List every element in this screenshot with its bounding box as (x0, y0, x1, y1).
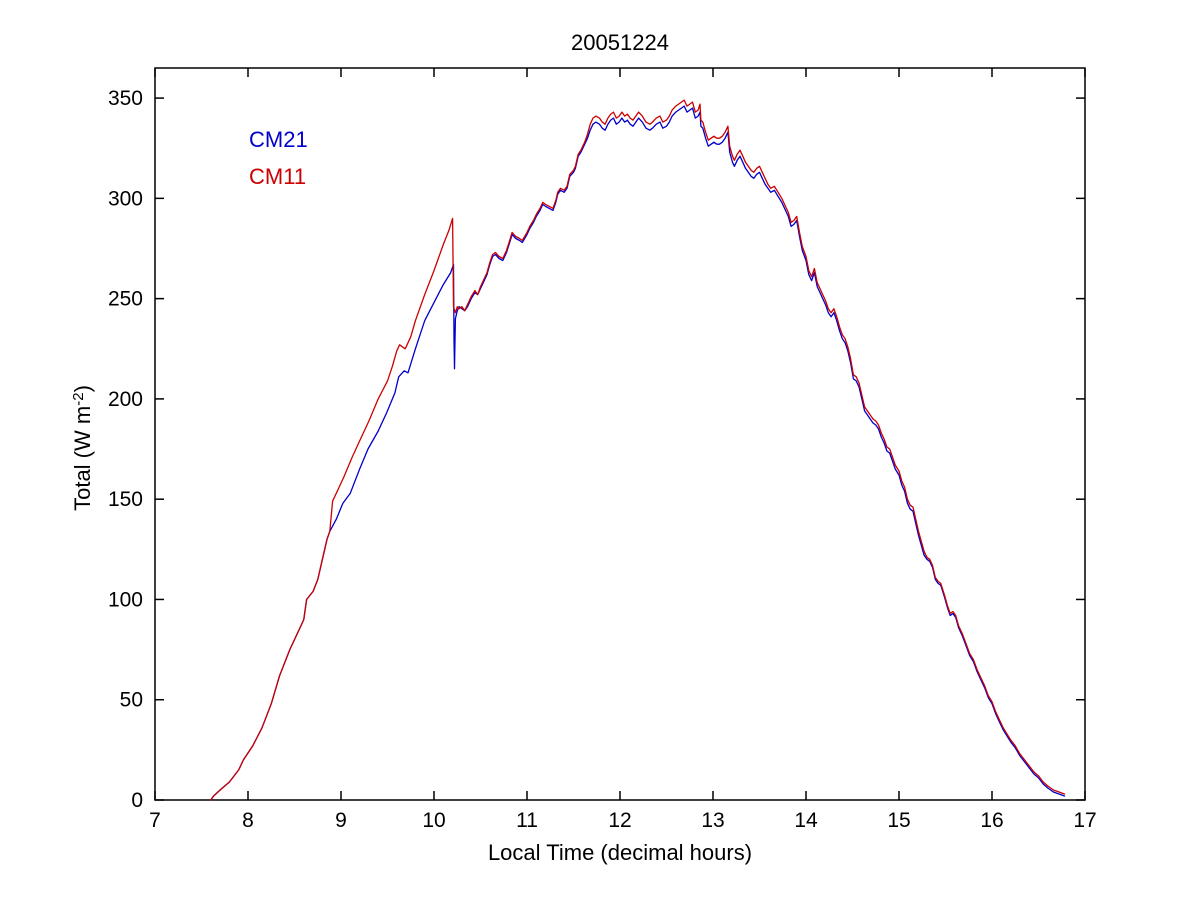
x-tick-label: 15 (887, 809, 910, 832)
x-tick-label: 16 (980, 809, 1003, 832)
series-line-cm21 (210, 105, 1066, 801)
x-tick-label: 14 (794, 809, 818, 832)
chart-title: 20051224 (571, 30, 669, 55)
series-line-cm11 (210, 99, 1066, 801)
y-tick-label: 250 (108, 288, 143, 311)
y-tick-label: 100 (108, 588, 143, 611)
x-tick-label: 17 (1073, 809, 1096, 832)
y-axis-label-main: Total (W m (70, 405, 95, 511)
axes-layer (154, 67, 1086, 801)
x-tick-label: 7 (149, 809, 161, 832)
y-tick-label: 150 (108, 488, 143, 511)
x-tick-label: 13 (701, 809, 724, 832)
y-tick-label: 50 (120, 689, 143, 712)
y-tick-label: 200 (108, 388, 143, 411)
y-axis-label-close: ) (70, 385, 95, 393)
x-tick-label: 10 (422, 809, 445, 832)
x-tick-label: 9 (335, 809, 347, 832)
legend-entry-cm21: CM21 (249, 127, 308, 152)
legend-entry-cm11: CM11 (249, 164, 307, 189)
y-tick-label: 0 (131, 789, 143, 812)
x-axis-label: Local Time (decimal hours) (487, 840, 753, 865)
y-axis-label: Total (W m-2) (70, 385, 96, 511)
series-layer (210, 99, 1066, 801)
y-axis-label-exponent: -2 (70, 392, 87, 406)
x-tick-label: 12 (608, 809, 631, 832)
x-tick-label: 11 (516, 809, 538, 832)
y-tick-label: 300 (108, 187, 143, 210)
y-tick-label: 350 (108, 87, 143, 110)
tick-label-layer: 7 8 9 10 11 12 13 14 15 16 17 0 50 100 150 200 250 300 350 (108, 87, 1097, 832)
x-tick-label: 8 (242, 809, 254, 832)
